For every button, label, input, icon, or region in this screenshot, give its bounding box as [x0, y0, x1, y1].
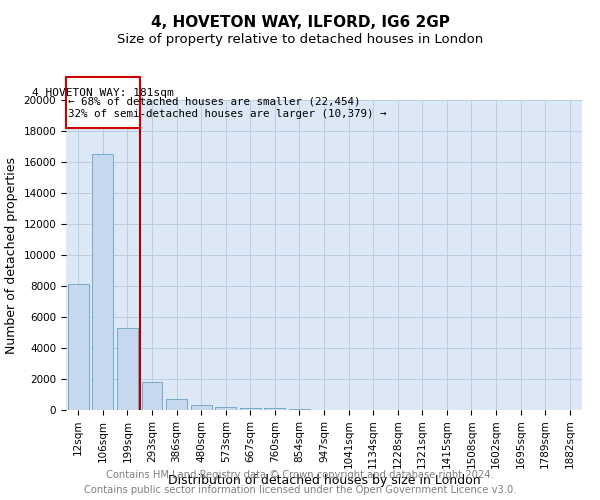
Bar	[265, 408, 286, 410]
Text: 4 HOVETON WAY: 181sqm: 4 HOVETON WAY: 181sqm	[32, 88, 174, 98]
Bar	[240, 408, 261, 410]
Bar	[215, 407, 236, 410]
Text: 32% of semi-detached houses are larger (10,379) →: 32% of semi-detached houses are larger (…	[68, 110, 387, 120]
Bar	[68, 284, 89, 410]
Bar	[191, 406, 212, 410]
Bar	[142, 382, 163, 410]
Bar	[92, 154, 113, 410]
Bar	[117, 328, 138, 410]
Text: 4, HOVETON WAY, ILFORD, IG6 2GP: 4, HOVETON WAY, ILFORD, IG6 2GP	[151, 15, 449, 30]
Text: Contains HM Land Registry data © Crown copyright and database right 2024.
Contai: Contains HM Land Registry data © Crown c…	[84, 470, 516, 495]
Bar	[289, 409, 310, 410]
Text: Size of property relative to detached houses in London: Size of property relative to detached ho…	[117, 32, 483, 46]
X-axis label: Distribution of detached houses by size in London: Distribution of detached houses by size …	[167, 474, 481, 487]
Text: ← 68% of detached houses are smaller (22,454): ← 68% of detached houses are smaller (22…	[68, 97, 361, 107]
Bar	[166, 399, 187, 410]
FancyBboxPatch shape	[66, 76, 140, 128]
Y-axis label: Number of detached properties: Number of detached properties	[5, 156, 18, 354]
